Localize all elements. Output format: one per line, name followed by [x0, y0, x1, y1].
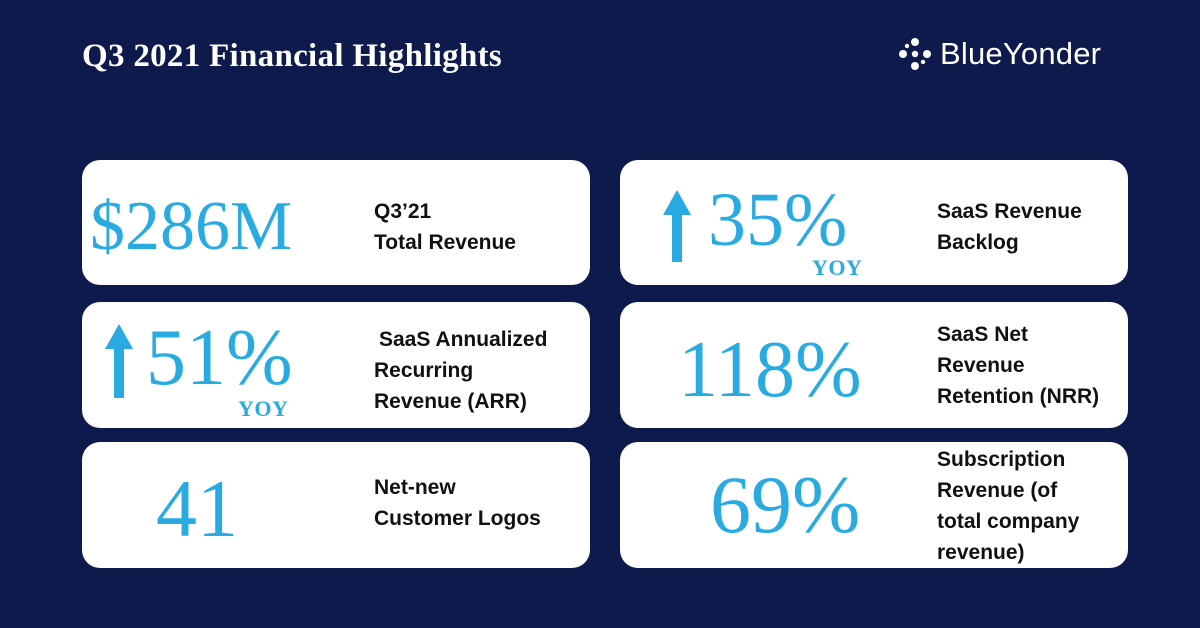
total-revenue-card: $286M Q3’21 Total Revenue [82, 160, 590, 285]
total-revenue-value: $286M [90, 188, 293, 265]
logo-text: BlueYonder [940, 36, 1102, 71]
label-line: Subscription [937, 448, 1066, 471]
new-logos-value: 41 [156, 463, 238, 554]
label-line: Q3’21 [374, 200, 432, 223]
saas-arr-trend: YOY [238, 396, 289, 421]
label-line: Retention (NRR) [937, 385, 1100, 408]
up-arrow-icon [663, 190, 691, 262]
saas-arr-card: 51% YOY SaaS Annualized Recurring Revenu… [82, 302, 590, 428]
label-line: Backlog [937, 231, 1019, 254]
label-line: Revenue (of [937, 479, 1058, 502]
saas-backlog-value: 35% [708, 178, 848, 262]
label-line: SaaS Annualized [379, 328, 548, 351]
total-revenue-label: Q3’21 Total Revenue [374, 196, 516, 258]
label-line: Customer Logos [374, 507, 541, 530]
label-line: Revenue [937, 354, 1025, 377]
saas-arr-label: SaaS Annualized Recurring Revenue (ARR) [374, 324, 547, 417]
saas-nrr-value: 118% [678, 326, 862, 414]
label-line: Total Revenue [374, 231, 516, 254]
label-line: Revenue (ARR) [374, 390, 527, 413]
subscription-card: 69% Subscription Revenue (of total compa… [620, 442, 1128, 568]
saas-nrr-label: SaaS Net Revenue Retention (NRR) [937, 319, 1099, 412]
subscription-value: 69% [710, 459, 861, 550]
saas-backlog-card: 35% YOY SaaS Revenue Backlog [620, 160, 1128, 285]
saas-backlog-label: SaaS Revenue Backlog [937, 196, 1082, 258]
label-line: revenue) [937, 541, 1025, 564]
saas-nrr-card: 118% SaaS Net Revenue Retention (NRR) [620, 302, 1128, 428]
label-line: Net-new [374, 476, 456, 499]
new-logos-label: Net-new Customer Logos [374, 472, 541, 534]
sparkle-cross-icon [899, 38, 931, 70]
blue-yonder-logo: BlueYonder [898, 36, 1101, 72]
label-line: SaaS Revenue [937, 200, 1082, 223]
label-line: Recurring [374, 359, 474, 382]
up-arrow-icon [105, 324, 133, 398]
new-logos-card: 41 Net-new Customer Logos [82, 442, 590, 568]
label-line: total company [937, 510, 1080, 533]
subscription-label: Subscription Revenue (of total company r… [937, 444, 1079, 568]
label-line: SaaS Net [937, 323, 1029, 346]
saas-backlog-trend: YOY [812, 255, 863, 280]
page-title: Q3 2021 Financial Highlights [82, 38, 503, 74]
saas-arr-value: 51% [146, 314, 293, 402]
